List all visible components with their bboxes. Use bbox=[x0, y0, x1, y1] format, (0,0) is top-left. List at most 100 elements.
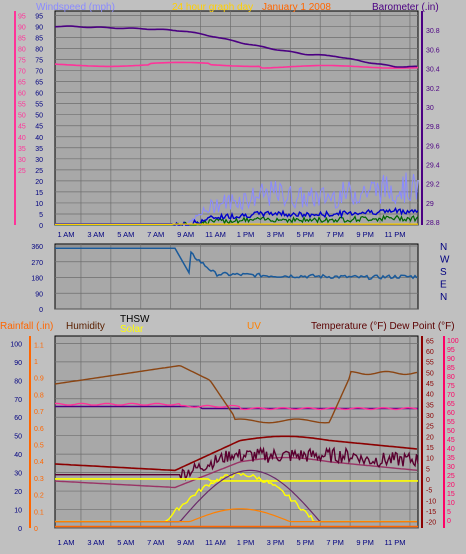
barometer-tick: 30 bbox=[426, 105, 434, 112]
wind-left-tick: 55 bbox=[35, 102, 43, 109]
wind-left-tick: 60 bbox=[35, 91, 43, 98]
dewpoint-pink-ticks: 0 5 10 15 20 25 30 35 40 45 50 55 60 65 70 75 80 85 90 95 10… bbox=[443, 336, 459, 528]
wind-pink-tick: 65 bbox=[18, 80, 26, 87]
wind-left-tick: 45 bbox=[35, 124, 43, 131]
dewpoint-pink-tick: 100 bbox=[447, 338, 459, 345]
wind-left-tick: 10 bbox=[35, 201, 43, 208]
rainfall-tick: 0.7 bbox=[34, 409, 44, 416]
barometer-tick: 29 bbox=[426, 201, 434, 208]
dewpoint-pink-tick: 15 bbox=[447, 491, 455, 498]
dewpoint-pink-tick: 5 bbox=[447, 509, 451, 516]
humidity-tick: 90 bbox=[14, 360, 22, 367]
temperature-tick: 40 bbox=[426, 392, 434, 399]
dewpoint-pink-tick: 25 bbox=[447, 473, 455, 480]
wind-pink-tick: 40 bbox=[18, 135, 26, 142]
wind-pink-tick: 45 bbox=[18, 124, 26, 131]
wind-left-ticks: 0 5 10 15 20 25 30 35 40 45 50 55 60 65 70 75 80 85 90 95 bbox=[35, 13, 43, 230]
direction-ticks: 0 90 180 270 360 bbox=[31, 244, 43, 314]
solar-baseline bbox=[55, 478, 418, 482]
humidity-tick: 10 bbox=[14, 508, 22, 515]
uv-line bbox=[55, 508, 417, 523]
rainfall-tick: 0.8 bbox=[34, 392, 44, 399]
temperature-tick: 15 bbox=[426, 445, 434, 452]
rainfall-tick: 0.2 bbox=[34, 493, 44, 500]
temp-time-label: 11 PM bbox=[384, 538, 405, 547]
temp-time-label: 7 PM bbox=[326, 538, 344, 547]
temperature-tick: 10 bbox=[426, 456, 434, 463]
temp-time-labels: 1 AM 3 AM 5 AM 7 AM 9 AM 11 AM 1 PM 3 PM 5 PM 7 P… bbox=[57, 538, 405, 547]
humidity-tick: 0 bbox=[18, 526, 22, 533]
wind-time-label: 1 AM bbox=[57, 230, 74, 239]
wind-time-labels: 1 AM 3 AM 5 AM 7 AM 9 AM 11 AM 1 PM 3 PM 5 PM 7 P… bbox=[57, 230, 405, 239]
barometer-reference-line bbox=[55, 405, 418, 410]
temp-time-label: 7 AM bbox=[147, 538, 164, 547]
wind-left-tick: 65 bbox=[35, 80, 43, 87]
barometer-tick: 29.6 bbox=[426, 143, 440, 150]
temp-time-label: 11 AM bbox=[205, 538, 226, 547]
wind-pink-tick: 95 bbox=[18, 13, 26, 20]
rainfall-tick: 0.9 bbox=[34, 376, 44, 383]
compass-label: W bbox=[440, 255, 450, 266]
wind-pink-tick: 60 bbox=[18, 91, 26, 98]
dewpoint-pink-tick: 45 bbox=[447, 437, 455, 444]
temperature-ticks: -20 -15 -10 -5 0 5 10 15 20 25 30 35 40 45 50 55 60 65 bbox=[421, 336, 436, 528]
temperature-tick: 30 bbox=[426, 413, 434, 420]
dewpoint-pink-tick: 85 bbox=[447, 365, 455, 372]
temp-time-label: 3 PM bbox=[267, 538, 285, 547]
direction-tick: 360 bbox=[31, 244, 43, 251]
direction-tick: 90 bbox=[35, 291, 43, 298]
temp-time-label: 5 PM bbox=[297, 538, 315, 547]
compass-label: S bbox=[440, 267, 447, 278]
wind-left-tick: 35 bbox=[35, 146, 43, 153]
humidity-tick: 30 bbox=[14, 471, 22, 478]
rainfall-tick: 1 bbox=[34, 359, 38, 366]
dewpoint-pink-tick: 30 bbox=[447, 464, 455, 471]
barometer-line bbox=[55, 25, 417, 68]
dewpoint-pink-tick: 70 bbox=[447, 392, 455, 399]
wind-pink-tick: 80 bbox=[18, 47, 26, 54]
compass-label: E bbox=[440, 280, 447, 291]
wind-time-label: 3 AM bbox=[87, 230, 104, 239]
direction-tick: 270 bbox=[31, 260, 43, 267]
temperature-tick: -15 bbox=[426, 509, 436, 516]
wind-left-tick: 20 bbox=[35, 179, 43, 186]
dewpoint-pink-line bbox=[54, 402, 418, 411]
barometer-tick: 30.4 bbox=[426, 67, 440, 74]
rainfall-tick: 0.3 bbox=[34, 476, 44, 483]
wind-left-tick: 15 bbox=[35, 190, 43, 197]
compass-label: N bbox=[440, 242, 447, 253]
wind-left-tick: 70 bbox=[35, 69, 43, 76]
barometer-tick: 28.8 bbox=[426, 220, 440, 227]
wind-pink-tick: 90 bbox=[18, 24, 26, 31]
dewpoint-pink-tick: 95 bbox=[447, 347, 455, 354]
temperature-tick: 35 bbox=[426, 402, 434, 409]
temperature-tick: 60 bbox=[426, 349, 434, 356]
dewpoint-pink-tick: 55 bbox=[447, 419, 455, 426]
rainfall-tick: 0.1 bbox=[34, 509, 44, 516]
humidity-tick: 40 bbox=[14, 452, 22, 459]
wind-time-label: 11 AM bbox=[205, 230, 226, 239]
wind-pink-tick: 35 bbox=[18, 146, 26, 153]
windspeed-axis-label: Windspeed (mph) bbox=[36, 2, 115, 13]
temperature-tick: -20 bbox=[426, 520, 436, 527]
temperature-tick: -10 bbox=[426, 498, 436, 505]
humidity-ticks: 0 10 20 30 40 50 60 70 80 90 100 bbox=[10, 341, 22, 533]
temperature-tick: -5 bbox=[426, 488, 432, 495]
wind-left-tick: 5 bbox=[39, 212, 43, 219]
wind-time-label: 5 PM bbox=[297, 230, 315, 239]
wind-left-tick: 50 bbox=[35, 113, 43, 120]
rainfall-tick: 0.5 bbox=[34, 443, 44, 450]
wind-left-tick: 95 bbox=[35, 13, 43, 20]
dewpoint-pink-tick: 75 bbox=[447, 383, 455, 390]
temp-time-label: 9 PM bbox=[356, 538, 374, 547]
direction-series bbox=[55, 247, 418, 281]
dewpoint-pink-tick: 20 bbox=[447, 482, 455, 489]
solar-label: Solar bbox=[120, 324, 144, 335]
dewpoint-pink-tick: 60 bbox=[447, 410, 455, 417]
rainfall-label: Rainfall (.in) bbox=[0, 321, 53, 332]
wind-left-tick: 80 bbox=[35, 47, 43, 54]
wind-direction-line bbox=[55, 247, 418, 281]
